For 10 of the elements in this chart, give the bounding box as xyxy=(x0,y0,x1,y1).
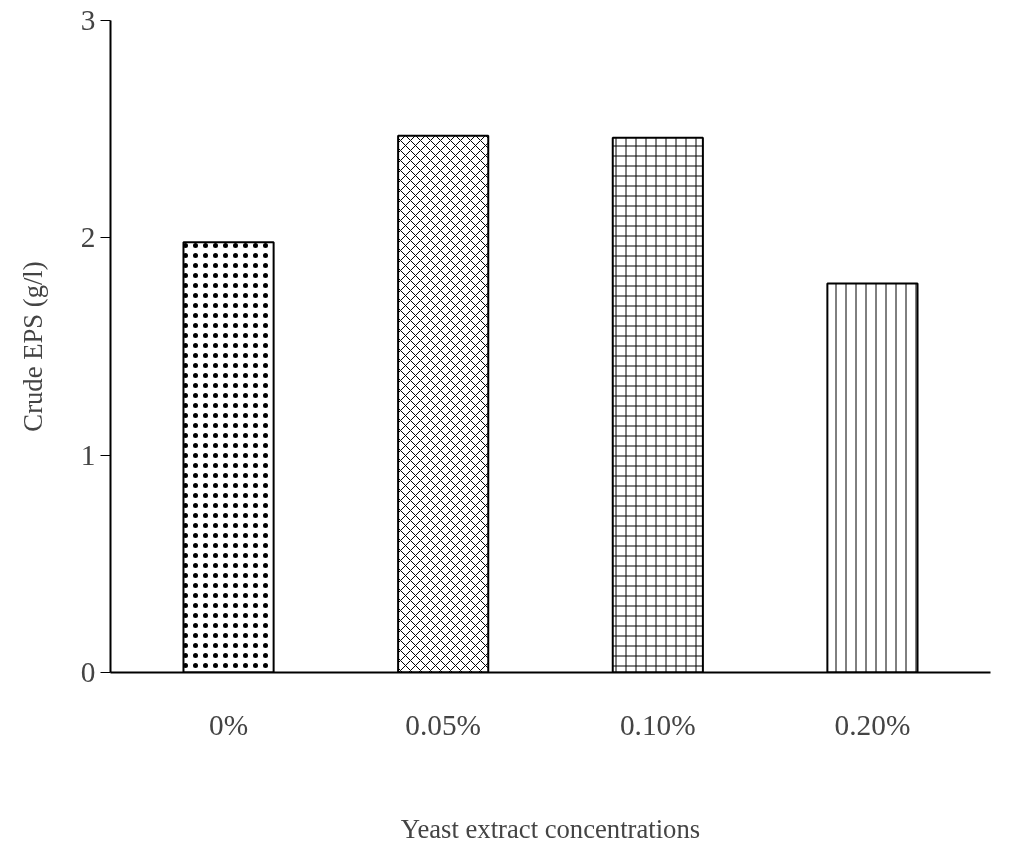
y-tick-label: 2 xyxy=(80,221,96,254)
y-tick-label: 1 xyxy=(80,438,96,471)
y-tick-label: 3 xyxy=(80,4,96,36)
y-tick-label: 0 xyxy=(80,656,96,688)
x-tick-label: 0.05% xyxy=(405,708,482,741)
y-axis-title: Crude EPS (g/l) xyxy=(17,261,48,432)
x-axis-title: Yeast extract concentrations xyxy=(400,813,701,844)
x-tick-label: 0% xyxy=(209,708,249,741)
x-tick-label: 0.10% xyxy=(619,708,696,741)
x-tick-label: 0.20% xyxy=(834,708,911,741)
